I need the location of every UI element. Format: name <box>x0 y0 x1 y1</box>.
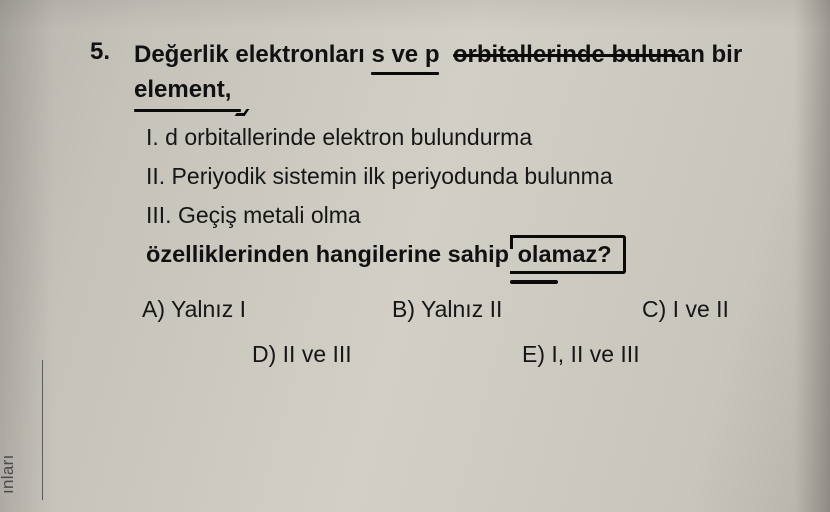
question-number: 5. <box>90 38 118 66</box>
statements-block: I. d orbitallerinde elektron bulundurma … <box>146 124 790 268</box>
stem-part1: Değerlik elektronları <box>134 41 365 68</box>
choice-row-1: A) Yalnız I B) Yalnız II C) I ve II <box>142 296 790 323</box>
side-margin-line <box>42 360 43 500</box>
choice-b[interactable]: B) Yalnız II <box>392 296 642 323</box>
page-vignette-top <box>0 0 830 30</box>
stem-underlined-word: element, <box>134 73 231 108</box>
question-stem-row: 5. Değerlik elektronları s ve p orbitall… <box>90 38 790 108</box>
choice-d[interactable]: D) II ve III <box>252 341 522 368</box>
boxed-word: olamaz? <box>516 241 616 268</box>
choice-c[interactable]: C) I ve II <box>642 296 729 323</box>
box-underline-icon <box>510 280 558 284</box>
question-lead: özelliklerinden hangilerine sahip olamaz… <box>146 241 790 268</box>
choices-block: A) Yalnız I B) Yalnız II C) I ve II D) I… <box>142 296 790 368</box>
lead-text: özelliklerinden hangilerine sahip <box>146 241 509 267</box>
stem-part2: an bir <box>677 41 742 68</box>
choice-a[interactable]: A) Yalnız I <box>142 296 392 323</box>
stem-strikethrough-phrase: orbitallerinde bulun <box>453 38 677 73</box>
question-stem: Değerlik elektronları s ve p orbitalleri… <box>134 38 742 108</box>
stem-element-text: element, <box>134 76 231 103</box>
box-left-stub-icon <box>510 235 513 249</box>
page-shadow-right <box>790 0 830 512</box>
box-frame-icon <box>510 235 626 274</box>
underline-tail-icon <box>235 109 250 116</box>
choice-row-2: D) II ve III E) I, II ve III <box>142 341 790 368</box>
side-margin-label: ınları <box>0 454 18 494</box>
stem-underlined-phrase: s ve p <box>371 38 439 73</box>
statement-iii: III. Geçiş metali olma <box>146 202 790 229</box>
page-shadow-left <box>0 0 60 512</box>
choice-e[interactable]: E) I, II ve III <box>522 341 640 368</box>
statement-ii: II. Periyodik sistemin ilk periyodunda b… <box>146 163 790 190</box>
statement-i: I. d orbitallerinde elektron bulundurma <box>146 124 790 151</box>
